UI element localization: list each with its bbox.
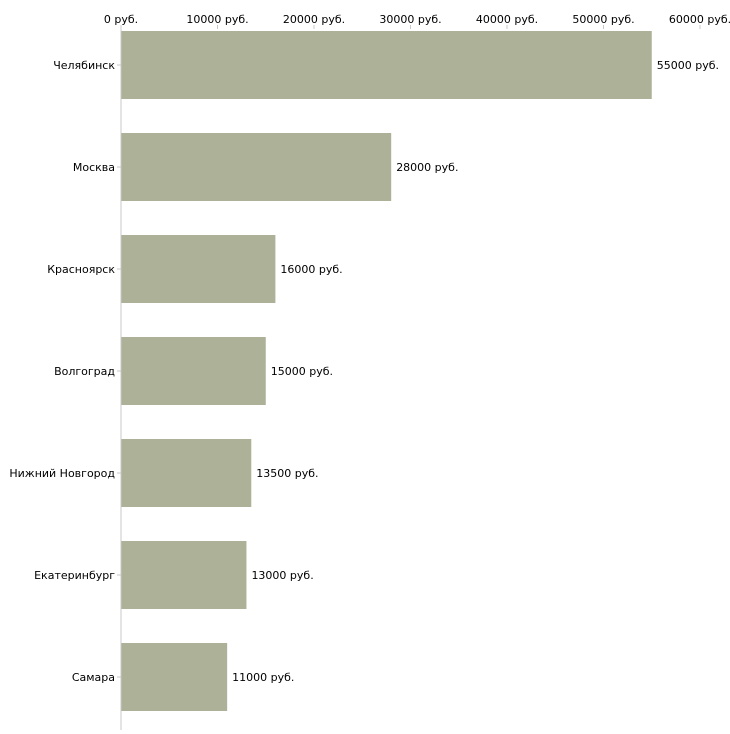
value-label: 15000 руб. xyxy=(271,365,333,378)
bar-5 xyxy=(121,439,252,507)
x-axis: 0 руб. 10000 руб. 20000 руб. 30000 руб. 4000… xyxy=(104,13,730,29)
value-label: 55000 руб. xyxy=(657,59,719,72)
x-tick-label: 30000 руб. xyxy=(379,13,441,26)
bar-2 xyxy=(121,133,392,201)
value-label: 13500 руб. xyxy=(256,467,318,480)
category-label: Волгоград xyxy=(54,365,115,378)
bar-3 xyxy=(121,235,276,303)
value-label: 11000 руб. xyxy=(232,671,294,684)
category-label: Екатеринбург xyxy=(34,569,115,582)
x-tick-label: 60000 руб. xyxy=(669,13,730,26)
x-tick-label: 0 руб. xyxy=(104,13,138,26)
category-label: Красноярск xyxy=(47,263,115,276)
x-tick-label: 50000 руб. xyxy=(572,13,634,26)
category-label: Нижний Новгород xyxy=(9,467,115,480)
category-label: Москва xyxy=(73,161,115,174)
bar-7 xyxy=(121,643,228,711)
bar-1 xyxy=(121,31,652,99)
x-tick-label: 10000 руб. xyxy=(186,13,248,26)
category-label: Челябинск xyxy=(53,59,115,72)
bar-4 xyxy=(121,337,266,405)
x-tick-label: 20000 руб. xyxy=(283,13,345,26)
value-label: 28000 руб. xyxy=(396,161,458,174)
bars: 55000 руб. 28000 руб. 16000 руб. 15000 руб.… xyxy=(121,31,719,711)
y-axis: Челябинск Москва Красноярск Волгоград Нижний… xyxy=(9,59,121,684)
bar-6 xyxy=(121,541,247,609)
value-label: 16000 руб. xyxy=(280,263,342,276)
value-label: 13000 руб. xyxy=(251,569,313,582)
category-label: Самара xyxy=(72,671,115,684)
x-tick-label: 40000 руб. xyxy=(476,13,538,26)
